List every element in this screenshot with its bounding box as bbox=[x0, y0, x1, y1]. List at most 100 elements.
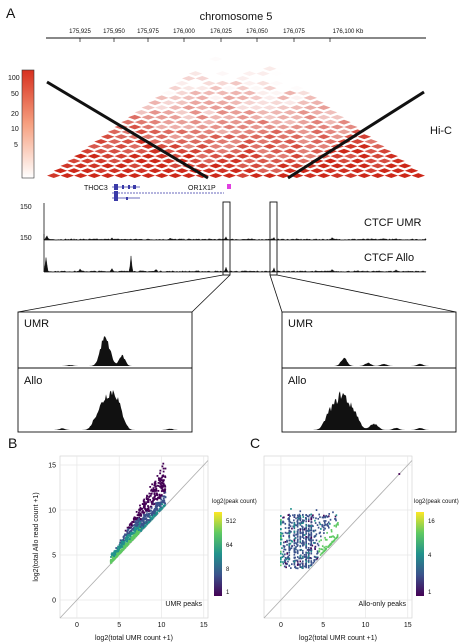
scatter-point-c bbox=[301, 562, 303, 565]
scatter-point-b bbox=[153, 515, 156, 518]
hic-cell bbox=[182, 124, 196, 130]
scatter-point-b bbox=[142, 520, 145, 522]
scatter-point-c bbox=[281, 532, 283, 535]
scatter-point-c bbox=[288, 513, 291, 516]
scatter-point-b bbox=[119, 543, 121, 545]
hic-cell bbox=[229, 61, 243, 67]
scatter-point-c bbox=[288, 547, 291, 550]
scatter-point-c bbox=[308, 529, 311, 532]
hic-cell bbox=[276, 163, 290, 169]
hic-cell bbox=[134, 129, 149, 135]
scatter-point-b bbox=[158, 479, 160, 481]
hic-cell bbox=[242, 119, 257, 125]
scatter-point-c bbox=[335, 537, 337, 540]
scatter-point-c bbox=[321, 525, 324, 527]
scatter-point-b bbox=[164, 485, 167, 488]
hic-cell bbox=[290, 95, 304, 101]
scatter-point-c bbox=[319, 516, 321, 519]
hic-cell bbox=[296, 129, 311, 135]
scatter-point-c bbox=[305, 532, 307, 535]
hic-colorbar-ticks: 100 50 20 10 5 bbox=[8, 75, 20, 149]
xtick-b: 5 bbox=[117, 622, 121, 629]
hic-cell bbox=[182, 114, 196, 120]
scatter-point-b bbox=[117, 545, 120, 548]
scatter-point-c bbox=[302, 534, 305, 536]
scatter-point-b bbox=[151, 490, 154, 493]
scatter-point-c bbox=[297, 528, 299, 531]
scatter-point-b bbox=[149, 515, 151, 517]
scatter-point-c bbox=[295, 533, 297, 536]
scatter-point-c bbox=[322, 550, 325, 553]
scatter-point-c bbox=[314, 535, 317, 537]
scatter-point-c bbox=[301, 525, 303, 528]
scatter-point-c bbox=[310, 534, 313, 536]
scatter-point-c bbox=[307, 530, 310, 533]
scatter-point-c bbox=[320, 548, 323, 551]
hic-cell bbox=[269, 90, 284, 96]
scatter-point-c bbox=[305, 538, 307, 541]
hic-cell bbox=[229, 90, 243, 96]
hic-cell bbox=[222, 56, 236, 62]
zoom-left-allo-label: Allo bbox=[24, 375, 42, 387]
hic-cell bbox=[161, 100, 176, 106]
scatter-point-b bbox=[161, 479, 164, 482]
scatter-point-c bbox=[302, 540, 304, 542]
scatter-point-c bbox=[320, 539, 322, 542]
scatter-point-c bbox=[288, 532, 291, 535]
hic-cell bbox=[337, 119, 351, 125]
scatter-point-c bbox=[295, 524, 298, 527]
hic-cell bbox=[290, 124, 304, 130]
scatter-point-c bbox=[280, 533, 282, 536]
scatter-point-c bbox=[295, 548, 297, 551]
scatter-point-c bbox=[291, 527, 293, 530]
scatter-point-c bbox=[329, 518, 332, 521]
scatter-point-b bbox=[112, 552, 115, 554]
hic-cell bbox=[350, 129, 365, 135]
hic-cell bbox=[155, 173, 169, 178]
scatter-point-b bbox=[128, 532, 131, 535]
scatter-point-c bbox=[294, 547, 297, 550]
scatter-point-b bbox=[110, 556, 112, 558]
hic-cell bbox=[263, 134, 277, 140]
scatter-point-b bbox=[125, 540, 128, 543]
hic-cell bbox=[182, 76, 196, 81]
scatter-point-b bbox=[164, 467, 167, 470]
hic-cell bbox=[168, 105, 182, 110]
hic-cell bbox=[283, 119, 297, 125]
hic-cell bbox=[269, 100, 284, 106]
scatter-point-b bbox=[152, 497, 154, 500]
hic-cell bbox=[350, 148, 365, 154]
scatter-point-b bbox=[138, 529, 140, 532]
scatter-point-c bbox=[283, 545, 286, 548]
hic-cell bbox=[148, 119, 162, 125]
hic-cell bbox=[128, 144, 142, 149]
scatter-point-b bbox=[120, 539, 123, 542]
allo-signal bbox=[43, 255, 427, 273]
genome-tick-label: 176,100 Kb bbox=[333, 29, 364, 35]
scatter-point-c bbox=[302, 560, 304, 563]
hic-cell bbox=[242, 158, 257, 164]
hic-cell bbox=[229, 42, 243, 47]
hic-cell bbox=[67, 158, 81, 164]
scatter-point-c bbox=[327, 515, 330, 518]
legend-title-b: log2(peak count) bbox=[212, 499, 257, 505]
hic-cell bbox=[209, 144, 223, 149]
hic-cell bbox=[290, 134, 304, 140]
scatter-point-c bbox=[289, 515, 291, 518]
hic-cell bbox=[283, 100, 297, 106]
hic-cell bbox=[121, 148, 135, 154]
scatter-point-c bbox=[305, 551, 307, 554]
scatter-point-b bbox=[157, 496, 159, 499]
scatter-point-c bbox=[282, 521, 284, 524]
hic-cell bbox=[330, 134, 344, 140]
scatter-point-b bbox=[164, 488, 166, 491]
scatter-point-b bbox=[157, 482, 160, 484]
hic-scale-tick: 10 bbox=[11, 126, 19, 133]
scatter-point-c bbox=[289, 531, 291, 534]
hic-cell bbox=[209, 153, 223, 159]
scatter-point-b bbox=[136, 516, 139, 519]
scatter-point-b bbox=[156, 503, 159, 506]
scatter-point-c bbox=[304, 563, 307, 565]
scatter-point-c bbox=[305, 520, 307, 523]
scatter-point-b bbox=[142, 511, 144, 514]
